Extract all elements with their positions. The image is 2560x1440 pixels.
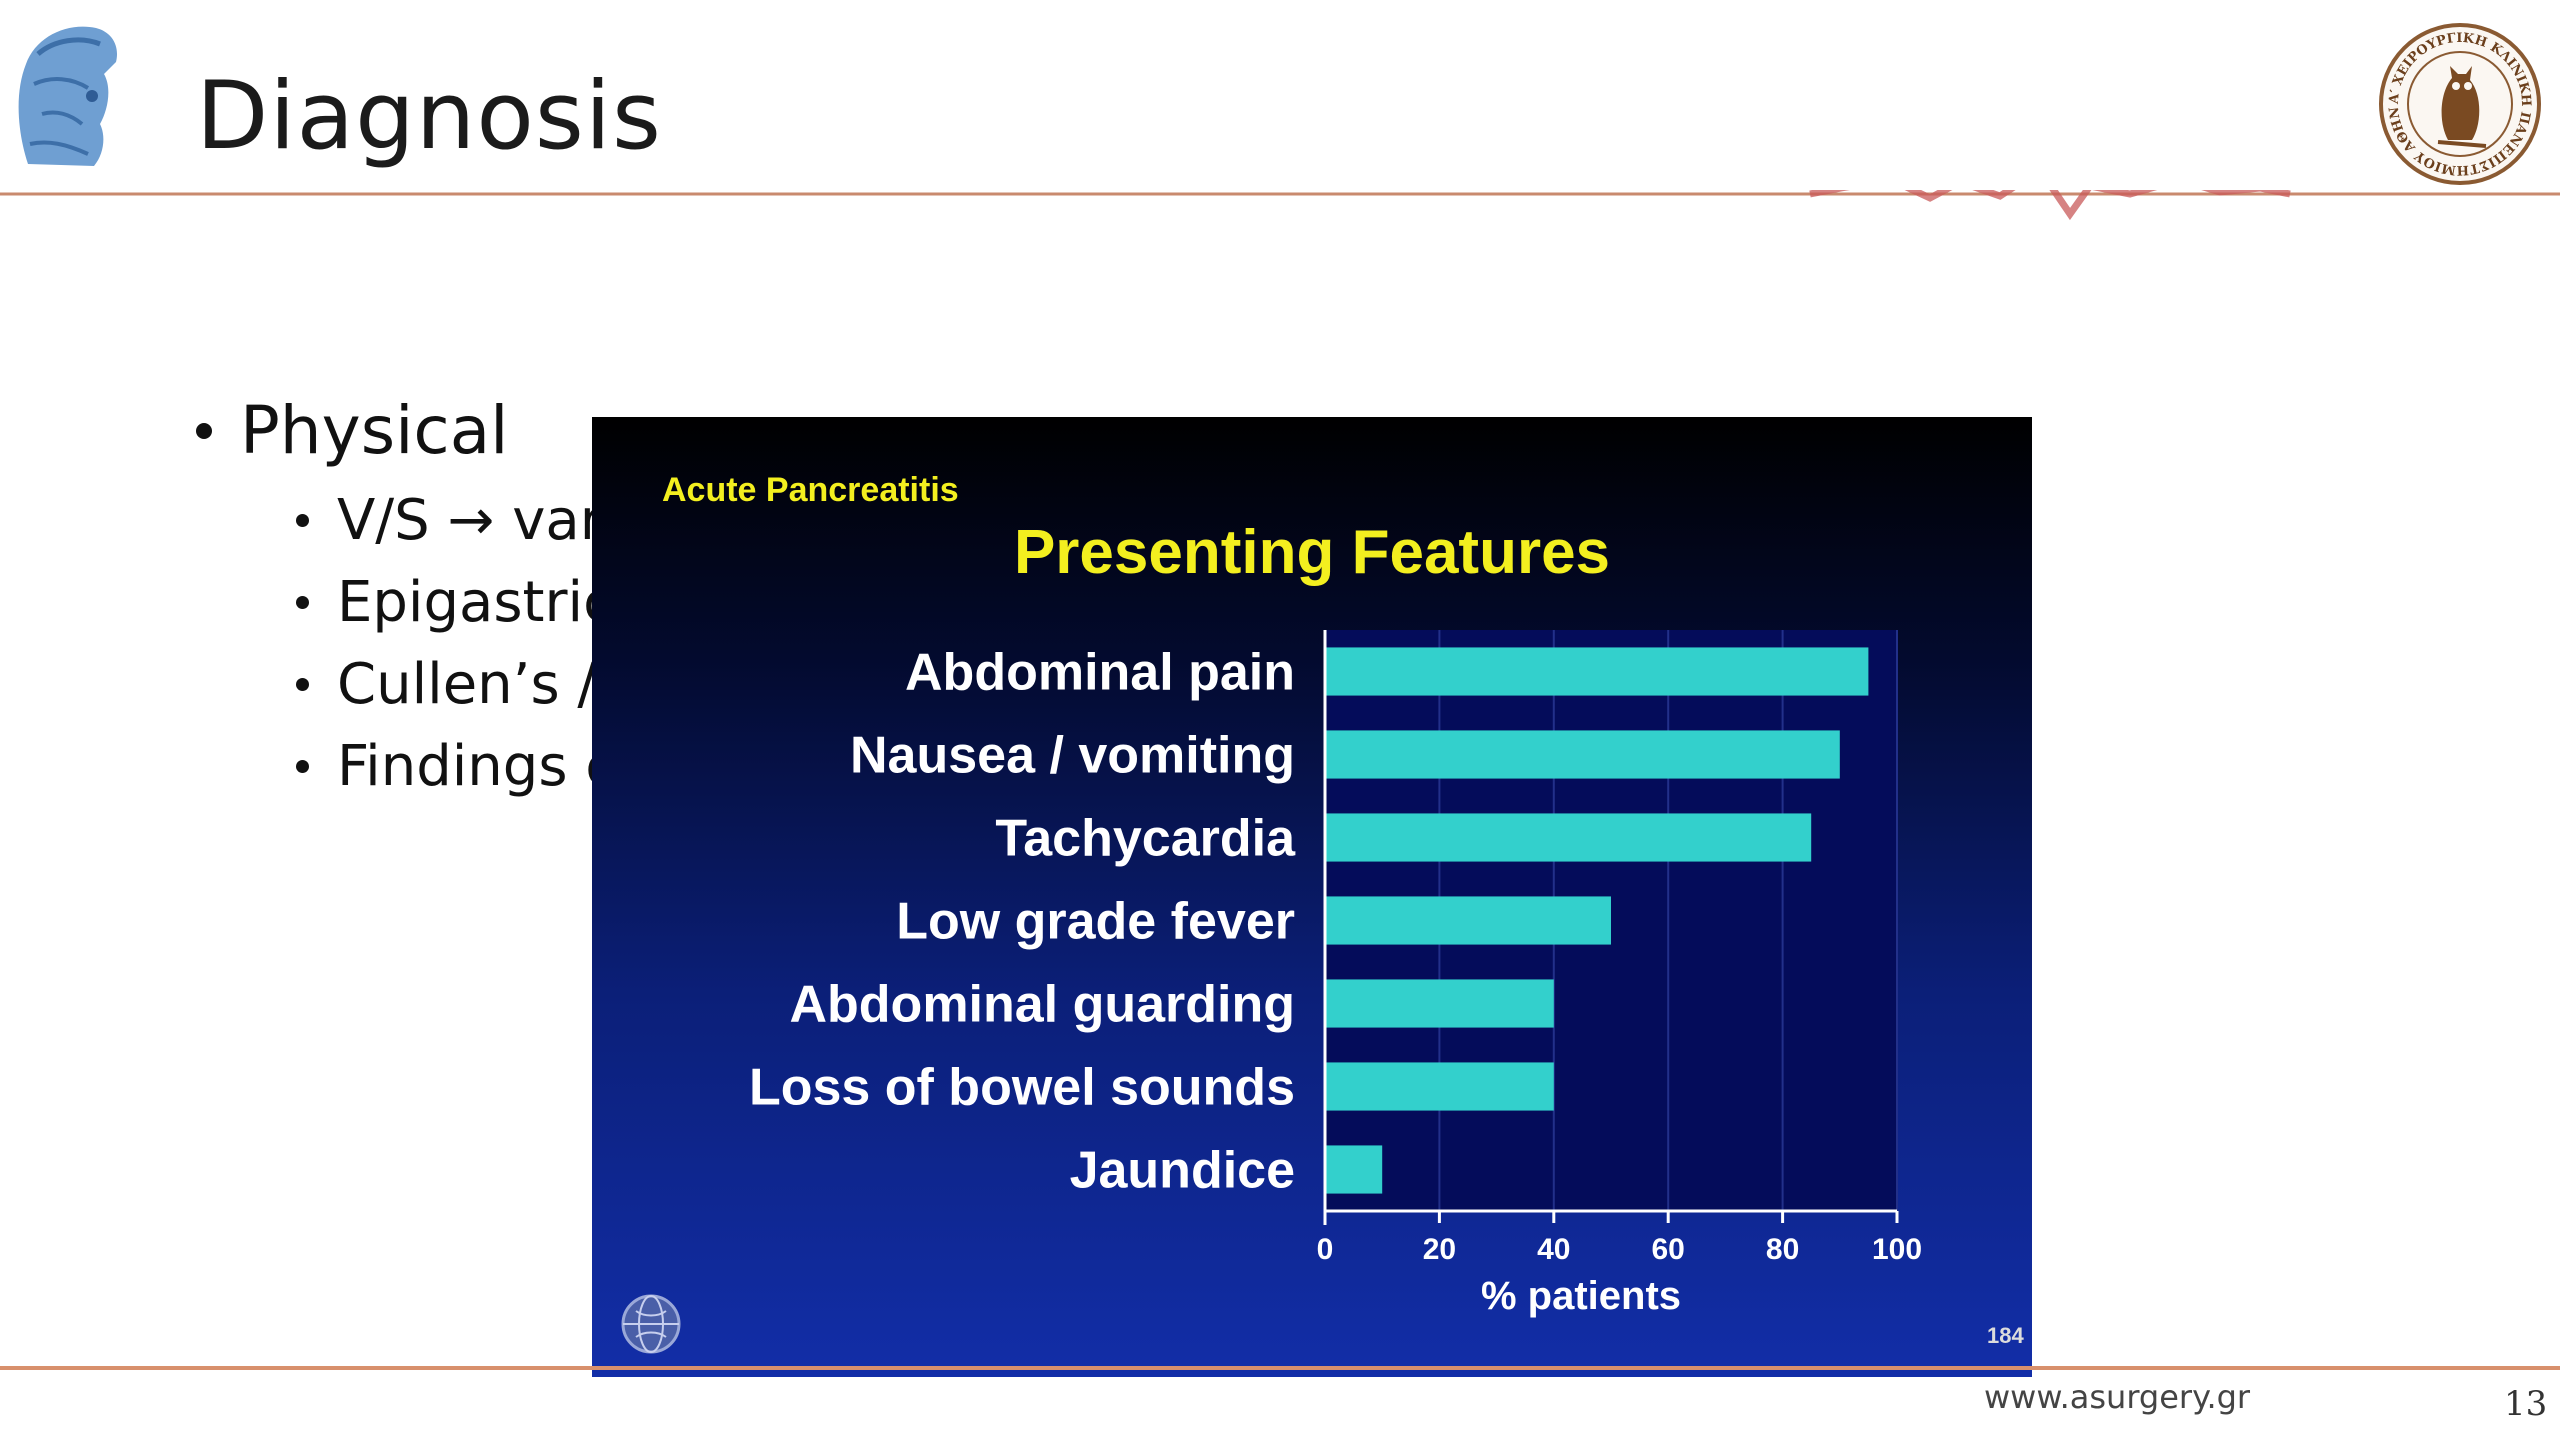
slide-title: Diagnosis (196, 62, 662, 171)
bar (1325, 730, 1840, 779)
embedded-chart-slide: Acute Pancreatitis Presenting Features A… (592, 417, 2032, 1377)
category-label: Abdominal guarding (789, 976, 1295, 1034)
bullet-text: Epigastric (337, 569, 614, 635)
inset-slide-id: 184 (1987, 1323, 2024, 1348)
bullet-text: V/S → var (337, 487, 603, 553)
bullet-dot (296, 595, 309, 609)
tick-label: 0 (1317, 1233, 1334, 1266)
bar (1325, 1145, 1383, 1194)
bullet-dot (296, 677, 309, 691)
sub-bullet: Epigastric (296, 561, 616, 643)
sub-bullet: Cullen’s / (296, 643, 616, 725)
bar-chart: Abdominal pain Nausea / vomiting Tachycard… (749, 630, 1922, 1318)
tick-label: 100 (1872, 1233, 1922, 1266)
bullet-list: Physical V/S → var Epigastric Cullen’s /… (196, 392, 616, 807)
chart-kicker: Acute Pancreatitis (662, 471, 959, 509)
bullet-text: Cullen’s / (337, 651, 597, 717)
category-label: Jaundice (1070, 1142, 1295, 1200)
bar (1325, 813, 1812, 862)
tick-label: 20 (1423, 1233, 1456, 1266)
category-label: Abdominal pain (905, 644, 1295, 702)
athena-head-logo (18, 26, 118, 167)
category-label: Low grade fever (896, 893, 1295, 951)
tick-label: 40 (1537, 1233, 1570, 1266)
bar (1325, 647, 1869, 696)
x-axis-label: % patients (1481, 1274, 1681, 1318)
bullet-text: Physical (240, 392, 509, 469)
bullet-dot (296, 759, 309, 773)
bullet-text: Findings c (337, 733, 617, 799)
bar (1325, 1062, 1554, 1111)
category-label: Nausea / vomiting (850, 727, 1295, 785)
sub-bullet: Findings c (296, 725, 616, 807)
page-number: 13 (2504, 1384, 2548, 1424)
bullet-dot (196, 422, 212, 439)
bullet-physical: Physical (196, 392, 616, 469)
header-divider (0, 190, 2560, 221)
footer-divider (0, 1366, 2560, 1370)
tick-label: 80 (1766, 1233, 1799, 1266)
tick-label: 60 (1652, 1233, 1685, 1266)
footer-url: www.asurgery.gr (1984, 1378, 2251, 1416)
bullet-dot (296, 513, 309, 527)
owl-seal-logo: Α′ ΧΕΙΡΟΥΡΓΙΚΗ ΚΛΙΝΙΚΗ ΠΑΝΕΠΙΣΤΗΜΙΟΥ ΑΘΗ… (2378, 22, 2541, 185)
bar (1325, 979, 1554, 1028)
category-label: Loss of bowel sounds (749, 1059, 1295, 1117)
category-label: Tachycardia (995, 810, 1296, 868)
chart-title: Presenting Features (1013, 518, 1611, 587)
sub-bullet: V/S → var (296, 479, 616, 561)
bar (1325, 896, 1611, 945)
globe-icon (621, 1294, 681, 1354)
